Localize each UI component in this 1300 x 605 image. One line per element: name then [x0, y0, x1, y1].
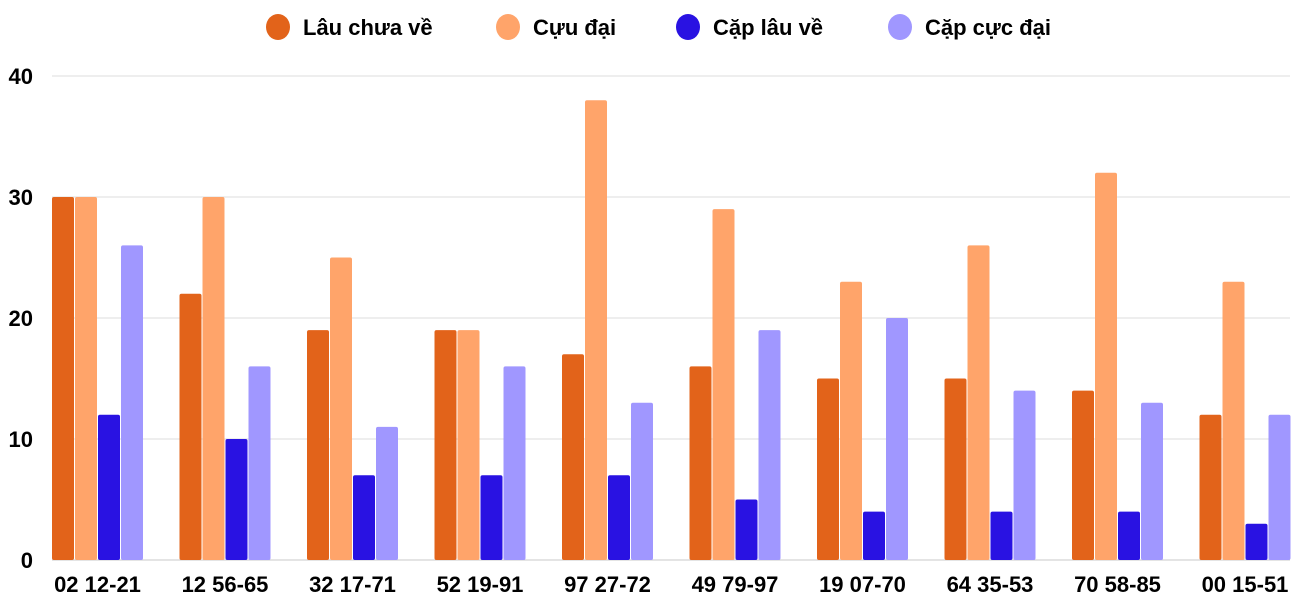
bar-2-8	[967, 245, 990, 560]
bar-4-9	[1141, 402, 1163, 560]
bar-2-3	[330, 257, 352, 560]
legend: Lâu chưa về Cựu đại Cặp lâu về Cặp cực đại	[266, 14, 1051, 40]
bar-1-2	[179, 293, 202, 560]
bar-4-2	[248, 366, 271, 560]
x-tick-label: 12 56-65	[182, 572, 269, 597]
bar-3-2	[225, 439, 248, 560]
legend-label: Cặp cực đại	[925, 15, 1051, 40]
bar-2-9	[1095, 172, 1117, 561]
y-tick-label: 20	[9, 306, 33, 331]
bar-3-6	[735, 499, 758, 560]
x-tick-label: 97 27-72	[564, 572, 651, 597]
x-tick-label: 70 58-85	[1074, 572, 1161, 597]
x-tick-label: 00 15-51	[1202, 572, 1289, 597]
x-axis: 02 12-21 12 56-65 32 17-71 52 19-91 97 27-72…	[54, 572, 1288, 597]
bar-2-5	[585, 100, 607, 560]
bar-4-5	[631, 402, 653, 560]
bar-2-6	[712, 209, 735, 560]
bar-1-10	[1199, 414, 1222, 560]
bar-1-7	[817, 378, 839, 560]
y-tick-label: 10	[9, 427, 33, 452]
y-tick-label: 40	[9, 64, 33, 89]
y-axis: 0 10 20 30 40	[9, 64, 33, 573]
bar-4-1	[121, 245, 143, 560]
legend-item: Lâu chưa về	[266, 14, 433, 40]
bar-3-10	[1245, 523, 1268, 560]
bar-2-4	[457, 330, 480, 560]
legend-swatch	[888, 14, 912, 40]
bar-3-7	[863, 511, 885, 560]
bar-4-6	[758, 330, 781, 560]
bar-2-10	[1222, 281, 1245, 560]
bar-3-4	[480, 475, 503, 560]
y-tick-label: 30	[9, 185, 33, 210]
bar-1-6	[689, 366, 712, 560]
x-tick-label: 49 79-97	[692, 572, 779, 597]
bar-4-10	[1268, 414, 1291, 560]
bar-1-8	[944, 378, 967, 560]
legend-swatch	[496, 14, 520, 40]
legend-item: Cặp cực đại	[888, 14, 1051, 40]
y-tick-label: 0	[21, 548, 33, 573]
x-tick-label: 19 07-70	[819, 572, 906, 597]
x-tick-label: 32 17-71	[309, 572, 396, 597]
x-tick-label: 64 35-53	[947, 572, 1034, 597]
bar-3-1	[98, 414, 120, 560]
legend-label: Cặp lâu về	[713, 15, 823, 40]
bar-2-2	[202, 197, 225, 560]
legend-label: Cựu đại	[533, 15, 616, 40]
bars	[52, 100, 1291, 561]
bar-4-7	[886, 318, 908, 560]
bar-1-5	[562, 354, 584, 560]
bar-4-8	[1013, 390, 1036, 560]
bar-3-9	[1118, 511, 1140, 560]
x-tick-label: 52 19-91	[437, 572, 524, 597]
bar-3-8	[990, 511, 1013, 560]
bar-1-1	[52, 197, 74, 560]
bar-2-1	[75, 197, 97, 560]
legend-label: Lâu chưa về	[303, 15, 433, 40]
legend-swatch	[676, 14, 700, 40]
bar-4-3	[376, 426, 398, 560]
bar-1-9	[1072, 390, 1094, 560]
legend-item: Cựu đại	[496, 14, 616, 40]
bar-3-3	[353, 475, 375, 560]
legend-item: Cặp lâu về	[676, 14, 823, 40]
x-tick-label: 02 12-21	[54, 572, 141, 597]
legend-swatch	[266, 14, 290, 40]
bar-3-5	[608, 475, 630, 560]
bar-2-7	[840, 281, 862, 560]
bar-1-4	[434, 330, 457, 560]
bar-1-3	[307, 330, 329, 560]
bar-4-4	[503, 366, 526, 560]
